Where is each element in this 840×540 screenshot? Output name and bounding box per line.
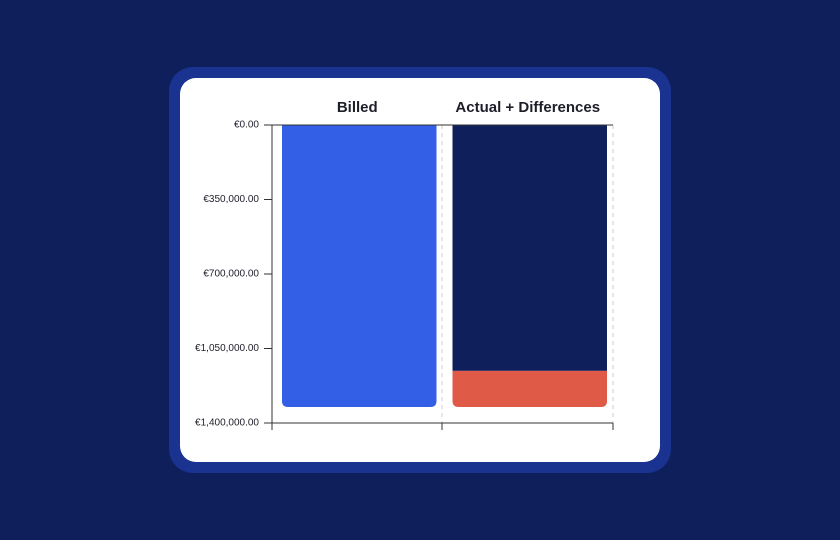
category-label: Billed (337, 99, 378, 116)
y-tick-label: €350,000.00 (203, 194, 259, 205)
category-label: Actual + Differences (455, 99, 600, 116)
y-tick-label: €700,000.00 (203, 269, 259, 280)
y-tick-label: €1,050,000.00 (195, 343, 259, 354)
bar-segment (452, 370, 607, 408)
bar-segment (452, 125, 607, 371)
y-tick-label: €0.00 (234, 120, 259, 131)
bar-segment (282, 125, 437, 408)
y-tick-label: €1,400,000.00 (195, 418, 259, 429)
